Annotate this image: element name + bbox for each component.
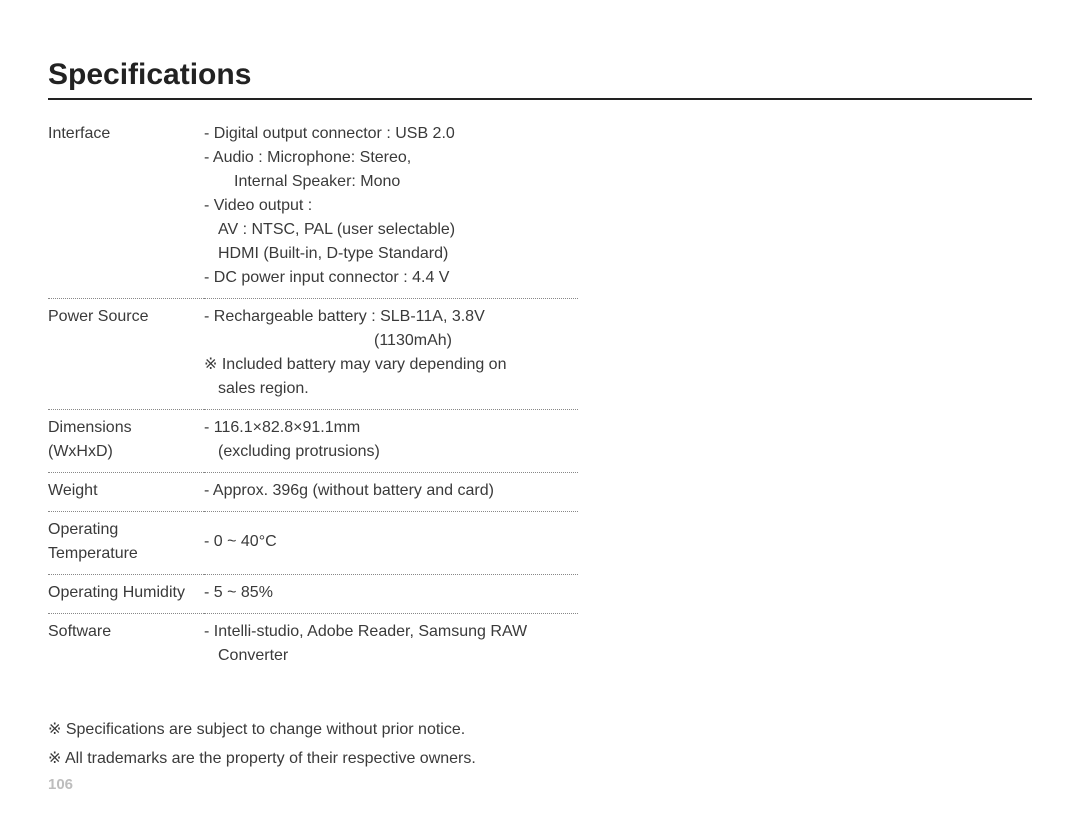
spec-line: - Audio : Microphone: Stereo, — [204, 146, 578, 170]
value-operating-humidity: - 5 ~ 85% — [204, 575, 578, 614]
footnote: ※ All trademarks are the property of the… — [48, 745, 1032, 772]
row-operating-temperature: Operating Temperature - 0 ~ 40°C — [48, 512, 578, 575]
page-title: Specifications — [48, 58, 1032, 100]
spec-table: Interface - Digital output connector : U… — [48, 116, 578, 674]
spec-line: (1130mAh) — [204, 329, 578, 353]
spec-line: - 116.1×82.8×91.1mm — [204, 416, 578, 440]
value-operating-temperature: - 0 ~ 40°C — [204, 512, 578, 575]
spec-line: - DC power input connector : 4.4 V — [204, 266, 578, 290]
value-interface: - Digital output connector : USB 2.0 - A… — [204, 116, 578, 299]
spec-line: - 0 ~ 40°C — [204, 530, 578, 554]
label-operating-humidity: Operating Humidity — [48, 575, 204, 614]
page: Specifications Interface - Digital outpu… — [0, 0, 1080, 815]
footnote: ※ Specifications are subject to change w… — [48, 716, 1032, 743]
label-dimensions: Dimensions (WxHxD) — [48, 410, 204, 473]
label-line: Dimensions — [48, 419, 132, 436]
label-operating-temperature: Operating Temperature — [48, 512, 204, 575]
label-line: (WxHxD) — [48, 443, 113, 460]
row-software: Software - Intelli-studio, Adobe Reader,… — [48, 614, 578, 675]
label-software: Software — [48, 614, 204, 675]
label-line: Operating — [48, 521, 118, 538]
spec-line: - Video output : — [204, 194, 578, 218]
spec-line: (excluding protrusions) — [204, 440, 578, 464]
row-weight: Weight - Approx. 396g (without battery a… — [48, 473, 578, 512]
spec-line: - Intelli-studio, Adobe Reader, Samsung … — [204, 620, 578, 644]
spec-line: - Approx. 396g (without battery and card… — [204, 479, 578, 503]
row-operating-humidity: Operating Humidity - 5 ~ 85% — [48, 575, 578, 614]
footnotes: ※ Specifications are subject to change w… — [48, 716, 1032, 772]
label-power-source: Power Source — [48, 299, 204, 410]
label-weight: Weight — [48, 473, 204, 512]
spec-line: Internal Speaker: Mono — [204, 170, 578, 194]
spec-line: AV : NTSC, PAL (user selectable) — [204, 218, 578, 242]
row-dimensions: Dimensions (WxHxD) - 116.1×82.8×91.1mm (… — [48, 410, 578, 473]
spec-line: Converter — [204, 644, 578, 668]
label-line: Temperature — [48, 545, 138, 562]
page-number: 106 — [48, 776, 73, 793]
spec-line: - 5 ~ 85% — [204, 581, 578, 605]
value-dimensions: - 116.1×82.8×91.1mm (excluding protrusio… — [204, 410, 578, 473]
spec-line: ※ Included battery may vary depending on — [204, 353, 578, 377]
row-power-source: Power Source - Rechargeable battery : SL… — [48, 299, 578, 410]
value-power-source: - Rechargeable battery : SLB-11A, 3.8V (… — [204, 299, 578, 410]
value-weight: - Approx. 396g (without battery and card… — [204, 473, 578, 512]
label-interface: Interface — [48, 116, 204, 299]
spec-line: - Digital output connector : USB 2.0 — [204, 122, 578, 146]
row-interface: Interface - Digital output connector : U… — [48, 116, 578, 299]
spec-line: sales region. — [204, 377, 578, 401]
spec-line: HDMI (Built-in, D-type Standard) — [204, 242, 578, 266]
value-software: - Intelli-studio, Adobe Reader, Samsung … — [204, 614, 578, 675]
spec-line: - Rechargeable battery : SLB-11A, 3.8V — [204, 305, 578, 329]
